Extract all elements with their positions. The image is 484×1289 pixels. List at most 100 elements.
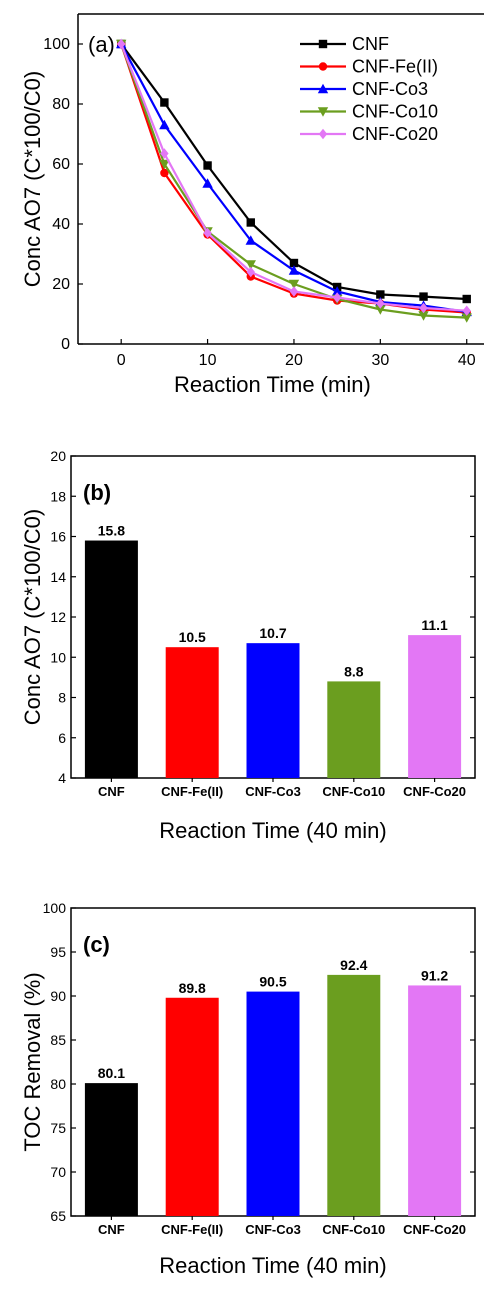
category-label: CNF-Co10 bbox=[322, 784, 385, 799]
data-point bbox=[159, 119, 170, 130]
category-label: CNF-Fe(II) bbox=[161, 784, 223, 799]
bar-value-label: 89.8 bbox=[179, 980, 206, 996]
legend-marker bbox=[317, 107, 329, 117]
data-point bbox=[203, 227, 212, 239]
data-point bbox=[419, 302, 428, 314]
y-tick-label: 40 bbox=[52, 216, 70, 233]
category-label: CNF bbox=[98, 784, 125, 799]
bar-cnf bbox=[84, 540, 138, 778]
data-point bbox=[419, 292, 428, 301]
data-point bbox=[245, 260, 256, 270]
y-tick-label: 18 bbox=[50, 488, 66, 504]
legend-label: CNF-Fe(II) bbox=[352, 57, 438, 77]
panel-label: (c) bbox=[83, 932, 110, 957]
bar-cnf-co10 bbox=[327, 974, 381, 1216]
data-point bbox=[246, 218, 255, 227]
bar-cnf-co3 bbox=[246, 991, 300, 1216]
data-point bbox=[116, 38, 126, 50]
data-point bbox=[375, 305, 386, 315]
data-point bbox=[246, 266, 255, 278]
y-tick-label: 100 bbox=[43, 36, 70, 53]
data-point bbox=[160, 98, 169, 107]
data-point bbox=[461, 313, 472, 323]
x-tick-label: 30 bbox=[371, 352, 389, 369]
data-point bbox=[160, 168, 169, 178]
data-point bbox=[159, 159, 170, 170]
data-point bbox=[160, 148, 169, 159]
legend-marker bbox=[317, 83, 329, 94]
data-point bbox=[418, 311, 429, 321]
bar-value-label: 15.8 bbox=[98, 523, 125, 539]
legend-item-cnf-fe-ii: CNF-Fe(II) bbox=[300, 57, 438, 77]
y-tick-label: 100 bbox=[43, 900, 67, 916]
bar-value-label: 8.8 bbox=[344, 663, 364, 679]
x-tick-label: 0 bbox=[117, 352, 126, 369]
bar-cnf bbox=[84, 1083, 138, 1216]
legend-label: CNF-Co10 bbox=[352, 102, 438, 122]
bar-value-label: 92.4 bbox=[340, 957, 367, 973]
legend-item-cnf: CNF bbox=[300, 34, 389, 54]
bar-cnf-co3 bbox=[246, 643, 300, 778]
data-point bbox=[288, 279, 300, 290]
legend-item-cnf-co20: CNF-Co20 bbox=[300, 124, 438, 144]
panel-a-line-chart: 0 20 40 60 80 100 0 10 20 30 40 Reaction Time (min)… bbox=[20, 13, 484, 397]
y-tick-label: 95 bbox=[50, 944, 66, 960]
bar-value-label: 90.5 bbox=[259, 974, 286, 990]
y-tick-label: 85 bbox=[50, 1032, 66, 1048]
data-point bbox=[462, 294, 471, 304]
y-tick-label: 80 bbox=[52, 96, 70, 113]
x-axis-title: Reaction Time (min) bbox=[174, 372, 371, 397]
y-tick-label: 12 bbox=[50, 609, 66, 625]
category-label: CNF-Co3 bbox=[245, 784, 301, 799]
category-label: CNF bbox=[98, 1222, 125, 1237]
x-axis-title: Reaction Time (40 min) bbox=[159, 818, 386, 843]
legend-label: CNF-Co20 bbox=[352, 124, 438, 144]
y-tick-label: 14 bbox=[50, 569, 66, 585]
bar-value-label: 11.1 bbox=[421, 617, 448, 633]
data-point bbox=[332, 292, 342, 303]
y-tick-label: 10 bbox=[50, 649, 66, 665]
bar-cnf-co10 bbox=[327, 681, 381, 778]
panel-label: (a) bbox=[88, 32, 115, 57]
category-label: CNF-Fe(II) bbox=[161, 1222, 223, 1237]
y-tick-label: 16 bbox=[50, 529, 66, 545]
y-tick-label: 80 bbox=[50, 1076, 66, 1092]
x-axis-title: Reaction Time (40 min) bbox=[159, 1253, 386, 1278]
category-label: CNF-Co10 bbox=[322, 1222, 385, 1237]
category-label: CNF-Co3 bbox=[245, 1222, 301, 1237]
y-axis-title: Conc AO7 (C*100/C0) bbox=[20, 71, 45, 287]
data-point bbox=[376, 290, 385, 299]
y-tick-label: 75 bbox=[50, 1120, 66, 1136]
data-point bbox=[289, 286, 299, 297]
y-tick-label: 0 bbox=[61, 336, 70, 353]
legend-marker bbox=[318, 62, 328, 71]
legend-label: CNF bbox=[352, 34, 389, 54]
bar-cnf-co20 bbox=[408, 635, 462, 778]
bar-value-label: 80.1 bbox=[98, 1065, 125, 1081]
legend-label: CNF-Co3 bbox=[352, 79, 428, 99]
legend-marker bbox=[318, 128, 328, 140]
data-point bbox=[289, 258, 299, 268]
data-point bbox=[245, 235, 256, 245]
data-point bbox=[288, 265, 300, 275]
category-label: CNF-Co20 bbox=[403, 784, 466, 799]
y-tick-label: 60 bbox=[52, 156, 70, 173]
panel-b-bar-chart: 4 6 8 10 12 14 16 18 20 15.8 CNF 10.5 CNF-Fe(II) 10.7… bbox=[20, 448, 476, 843]
y-tick-label: 20 bbox=[50, 448, 66, 464]
bar-value-label: 10.5 bbox=[179, 629, 206, 645]
panel-c-bar-chart: 65 70 75 80 85 90 95 100 80.1 CNF 89.8 CNF-Fe(II) 90… bbox=[20, 900, 476, 1278]
data-point bbox=[462, 305, 471, 316]
y-tick-label: 4 bbox=[58, 770, 66, 786]
legend-item-cnf-co10: CNF-Co10 bbox=[300, 102, 438, 122]
bar-cnf-fe-ii bbox=[165, 997, 219, 1216]
bar-cnf-fe-ii bbox=[165, 647, 219, 778]
y-tick-label: 8 bbox=[58, 690, 66, 706]
legend-marker bbox=[318, 39, 328, 49]
y-tick-label: 90 bbox=[50, 988, 66, 1004]
category-label: CNF-Co20 bbox=[403, 1222, 466, 1237]
data-point bbox=[331, 286, 343, 296]
legend-item-cnf-co3: CNF-Co3 bbox=[300, 79, 428, 99]
bar-value-label: 91.2 bbox=[421, 967, 448, 983]
x-tick-label: 10 bbox=[199, 352, 217, 369]
